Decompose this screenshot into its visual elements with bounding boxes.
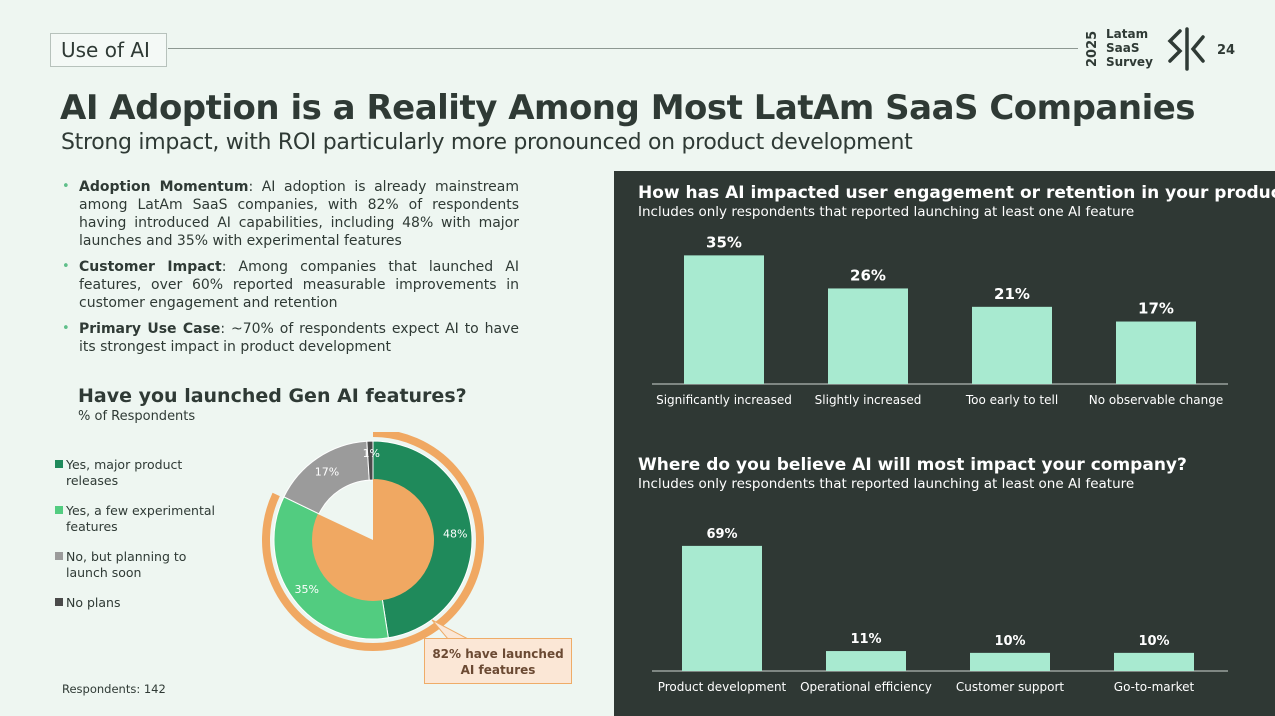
bullet-item: Customer Impact: Among companies that la… [62, 258, 519, 312]
legend-label: Yes, a few experimental features [66, 503, 215, 534]
impact-chart-subtitle: Includes only respondents that reported … [638, 476, 1135, 492]
legend-item: Yes, major product releases [55, 457, 230, 489]
bar-value-label: 26% [850, 266, 886, 284]
bullet-item: Primary Use Case: ~70% of respondents ex… [62, 320, 519, 356]
bar-category-label: Go-to-market [1114, 680, 1195, 694]
brand-line: SaaS [1106, 41, 1140, 55]
donut-legend: Yes, major product releases Yes, a few e… [55, 457, 230, 625]
bullet-label: Primary Use Case [79, 321, 221, 337]
brand-year: 2025 [1085, 30, 1100, 68]
bar [684, 255, 764, 384]
donut-slice-label: 48% [443, 528, 467, 541]
bar-value-label: 21% [994, 285, 1030, 303]
callout-pointer [431, 619, 469, 640]
legend-swatch [55, 598, 63, 606]
brand-line: Survey [1106, 55, 1153, 69]
bar-category-label: Product development [658, 680, 787, 694]
bar-category-label: Slightly increased [815, 393, 922, 407]
bar-category-label: Too early to tell [965, 393, 1058, 407]
impact-chart-title: Where do you believe AI will most impact… [638, 455, 1187, 475]
bar [1116, 321, 1196, 384]
bar [828, 288, 908, 384]
legend-item: No, but planning to launch soon [55, 549, 230, 581]
legend-label: Yes, major product releases [66, 457, 183, 488]
brand-line: Latam [1106, 27, 1149, 41]
key-findings-list: Adoption Momentum: AI adoption is alread… [62, 178, 519, 364]
bar-value-label: 10% [994, 634, 1025, 649]
bar-value-label: 69% [706, 527, 737, 542]
bullet-text: : ~70% of respondents expect AI to have … [79, 321, 519, 355]
donut-slice-label: 1% [363, 447, 380, 460]
header-divider [168, 48, 1078, 49]
legend-item: No plans [55, 595, 230, 611]
launched-ring-arc [262, 432, 484, 651]
bar-category-label: Customer support [956, 680, 1064, 694]
donut-chart-title: Have you launched Gen AI features? [78, 385, 467, 407]
impact-bar-chart: 69% Product development 11% Operational eff… [652, 527, 1228, 694]
bar [826, 651, 906, 671]
donut-chart: 48% 35% 17% 1% [262, 432, 484, 651]
legend-swatch [55, 506, 63, 514]
page-number: 24 [1217, 43, 1236, 58]
donut-chart-subtitle: % of Respondents [78, 409, 196, 424]
bar-category-label: Operational efficiency [800, 680, 932, 694]
legend-swatch [55, 552, 63, 560]
brand-name: Latam SaaS Survey [1106, 27, 1153, 69]
page-title: AI Adoption is a Reality Among Most LatA… [60, 88, 1196, 128]
section-tag: Use of AI [50, 33, 167, 67]
bullet-label: Adoption Momentum [79, 179, 249, 195]
legend-item: Yes, a few experimental features [55, 503, 230, 535]
respondents-note: Respondents: 142 [62, 682, 166, 696]
bullet-item: Adoption Momentum: AI adoption is alread… [62, 178, 519, 250]
bar-category-label: No observable change [1089, 393, 1223, 407]
donut-slice-label: 35% [294, 583, 318, 596]
legend-label: No plans [66, 595, 121, 610]
bullet-text: : AI adoption is already mainstream amon… [79, 179, 520, 249]
engagement-bar-chart: 35% Significantly increased 26% Slightly in… [652, 233, 1228, 407]
bar-value-label: 10% [1138, 634, 1169, 649]
legend-label: No, but planning to launch soon [66, 549, 187, 580]
bar-value-label: 35% [706, 233, 742, 251]
bar-category-label: Significantly increased [656, 393, 792, 407]
legend-swatch [55, 460, 63, 468]
bullet-label: Customer Impact [79, 259, 222, 275]
launched-inner-pie [312, 479, 434, 601]
bar-value-label: 11% [850, 632, 881, 647]
bullet-text: : Among companies that launched AI featu… [79, 259, 519, 311]
bar [682, 545, 762, 671]
bar-value-label: 17% [1138, 300, 1174, 318]
bar-charts-panel: How has AI impacted user engagement or r… [614, 171, 1275, 716]
bar [1114, 652, 1194, 671]
donut-slice-label: 17% [315, 465, 339, 478]
engagement-chart-subtitle: Includes only respondents that reported … [638, 204, 1135, 220]
donut-callout: 82% have launched AI features [424, 638, 572, 684]
page-subtitle: Strong impact, with ROI particularly mor… [61, 130, 913, 155]
bar [972, 306, 1052, 384]
bar [970, 652, 1050, 671]
engagement-chart-title: How has AI impacted user engagement or r… [638, 183, 1275, 203]
brand-logo-icon [1167, 27, 1205, 71]
